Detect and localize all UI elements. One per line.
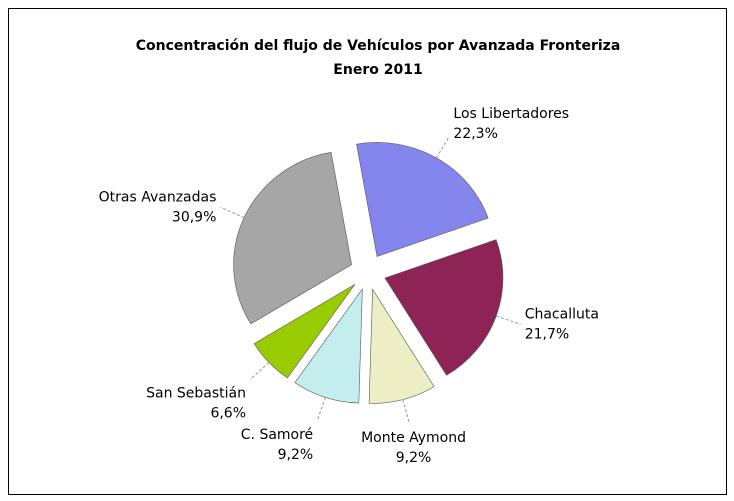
- slice-label: Otras Avanzadas: [99, 189, 217, 205]
- slice-label: San Sebastián: [146, 386, 246, 402]
- leader-line: [316, 397, 326, 422]
- slice-value: 22,3%: [453, 126, 497, 142]
- slice-value: 30,9%: [172, 209, 216, 225]
- slice-value: 9,2%: [396, 450, 432, 466]
- leader-line: [435, 135, 450, 159]
- leader-line: [496, 315, 521, 325]
- chart-title: Concentración del flujo de Vehículos por…: [136, 38, 621, 54]
- pie-slice: [294, 288, 363, 404]
- slice-label: Los Libertadores: [453, 106, 569, 122]
- chart-subtitle: Enero 2011: [333, 62, 422, 78]
- pie-slice: [233, 151, 352, 325]
- pie-slice: [356, 142, 489, 257]
- slice-value: 6,6%: [210, 406, 246, 422]
- pie-slice: [253, 284, 356, 379]
- pie-slice: [384, 239, 504, 376]
- slice-label: Monte Aymond: [361, 430, 466, 446]
- slice-value: 9,2%: [278, 447, 314, 463]
- leader-line: [249, 362, 270, 380]
- slice-value: 21,7%: [525, 326, 569, 342]
- leader-line: [402, 399, 411, 424]
- slice-label: Chacalluta: [525, 306, 599, 322]
- leader-line: [220, 206, 245, 219]
- chart-frame: [8, 8, 727, 495]
- slice-label: C. Samoré: [241, 427, 313, 443]
